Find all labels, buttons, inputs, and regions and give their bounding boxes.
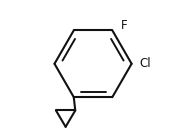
Text: Cl: Cl: [140, 57, 151, 70]
Text: F: F: [121, 19, 127, 32]
